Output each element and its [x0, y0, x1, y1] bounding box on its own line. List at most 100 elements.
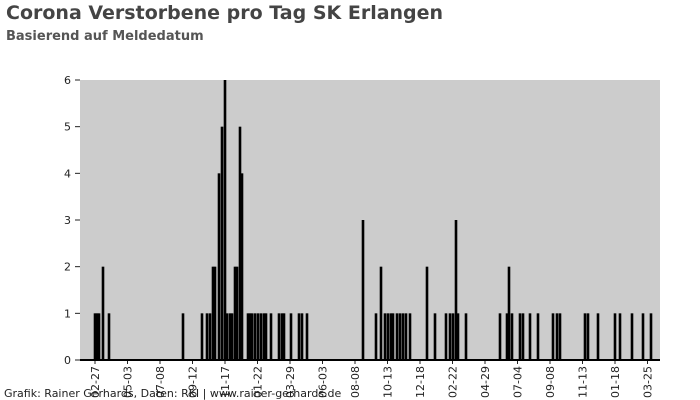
- bar: [248, 313, 252, 360]
- bar: [433, 313, 437, 360]
- bar: [395, 313, 399, 360]
- bar: [277, 313, 281, 360]
- bar: [217, 173, 221, 360]
- x-tick-label: 09-12: [187, 366, 200, 398]
- bar: [398, 313, 402, 360]
- bar: [518, 313, 522, 360]
- bar: [558, 313, 562, 360]
- bar: [618, 313, 622, 360]
- bar: [225, 313, 229, 360]
- bar: [297, 313, 301, 360]
- bar: [213, 266, 217, 360]
- bar: [101, 266, 105, 360]
- bar: [498, 313, 502, 360]
- x-tick-label: 02-22: [447, 366, 460, 398]
- x-tick-label: 06-03: [317, 366, 330, 398]
- bar: [289, 313, 293, 360]
- bar: [235, 266, 239, 360]
- bar: [200, 313, 204, 360]
- bar: [454, 220, 458, 360]
- bar: [386, 313, 390, 360]
- bar: [408, 313, 412, 360]
- bar: [425, 266, 429, 360]
- bar: [223, 80, 227, 360]
- bar: [510, 313, 514, 360]
- x-tick-label: 05-03: [122, 366, 135, 398]
- bar: [253, 313, 257, 360]
- bar: [451, 313, 455, 360]
- bar: [300, 313, 304, 360]
- bar: [262, 313, 266, 360]
- bar: [269, 313, 273, 360]
- y-tick-label: 4: [64, 167, 71, 180]
- bar: [505, 313, 509, 360]
- x-tick-label: 11-13: [577, 366, 590, 398]
- bar: [507, 266, 511, 360]
- x-tick-label: 09-08: [544, 366, 557, 398]
- bar: [256, 313, 260, 360]
- x-tick-label: 07-08: [154, 366, 167, 398]
- plot-background: [80, 80, 660, 360]
- y-tick-label: 3: [64, 214, 71, 227]
- bar: [630, 313, 634, 360]
- plot-area: 0 1 2 3 4 5 6 02-27 05-03 07-08 09-12 11-17 01-22 03-…: [64, 74, 660, 398]
- x-tick-label: 03-29: [284, 366, 297, 398]
- x-tick-label: 07-04: [512, 366, 525, 398]
- bar: [240, 173, 244, 360]
- source-note: Grafik: Rainer Gerhards, Daten: RKI | ww…: [4, 387, 342, 400]
- bar: [220, 126, 224, 361]
- bar: [230, 313, 234, 360]
- bar: [555, 313, 559, 360]
- bar: [641, 313, 645, 360]
- bar: [238, 126, 242, 361]
- bar: [528, 313, 532, 360]
- bar: [444, 313, 448, 360]
- x-tick-label: 03-25: [642, 366, 655, 398]
- bar: [401, 313, 405, 360]
- y-tick-label: 0: [64, 354, 71, 367]
- bar: [551, 313, 555, 360]
- bar: [596, 313, 600, 360]
- bar: [383, 313, 387, 360]
- x-tick-label: 04-29: [479, 366, 492, 398]
- x-tick-label: 11-17: [219, 366, 232, 398]
- bar: [282, 313, 286, 360]
- bar: [464, 313, 468, 360]
- bar: [404, 313, 408, 360]
- bar: [259, 313, 263, 360]
- bar: [583, 313, 587, 360]
- x-tick-label: 10-13: [382, 366, 395, 398]
- bar: [208, 313, 212, 360]
- bar: [93, 313, 97, 360]
- bar: [586, 313, 590, 360]
- bar: [613, 313, 617, 360]
- x-tick-label: 01-22: [252, 366, 265, 398]
- chart-title: Corona Verstorbene pro Tag SK Erlangen: [6, 2, 443, 24]
- bar: [107, 313, 111, 360]
- bar: [391, 313, 395, 360]
- bar: [181, 313, 185, 360]
- y-tick-label: 1: [64, 307, 71, 320]
- bar: [228, 313, 232, 360]
- bar: [264, 313, 268, 360]
- bar: [211, 266, 215, 360]
- x-tick-label: 01-18: [609, 366, 622, 398]
- bar: [374, 313, 378, 360]
- bar: [233, 266, 237, 360]
- bar: [448, 313, 452, 360]
- x-tick-label: 02-27: [89, 366, 102, 398]
- bar: [205, 313, 209, 360]
- bar: [250, 313, 254, 360]
- bar: [305, 313, 309, 360]
- bar: [536, 313, 540, 360]
- bar: [649, 313, 653, 360]
- bar: [246, 313, 250, 360]
- y-tick-label: 5: [64, 121, 71, 134]
- bar: [97, 313, 101, 360]
- bar: [521, 313, 525, 360]
- bar: [280, 313, 284, 360]
- y-tick-label: 6: [64, 74, 71, 87]
- x-tick-label: 12-18: [414, 366, 427, 398]
- bar: [456, 313, 460, 360]
